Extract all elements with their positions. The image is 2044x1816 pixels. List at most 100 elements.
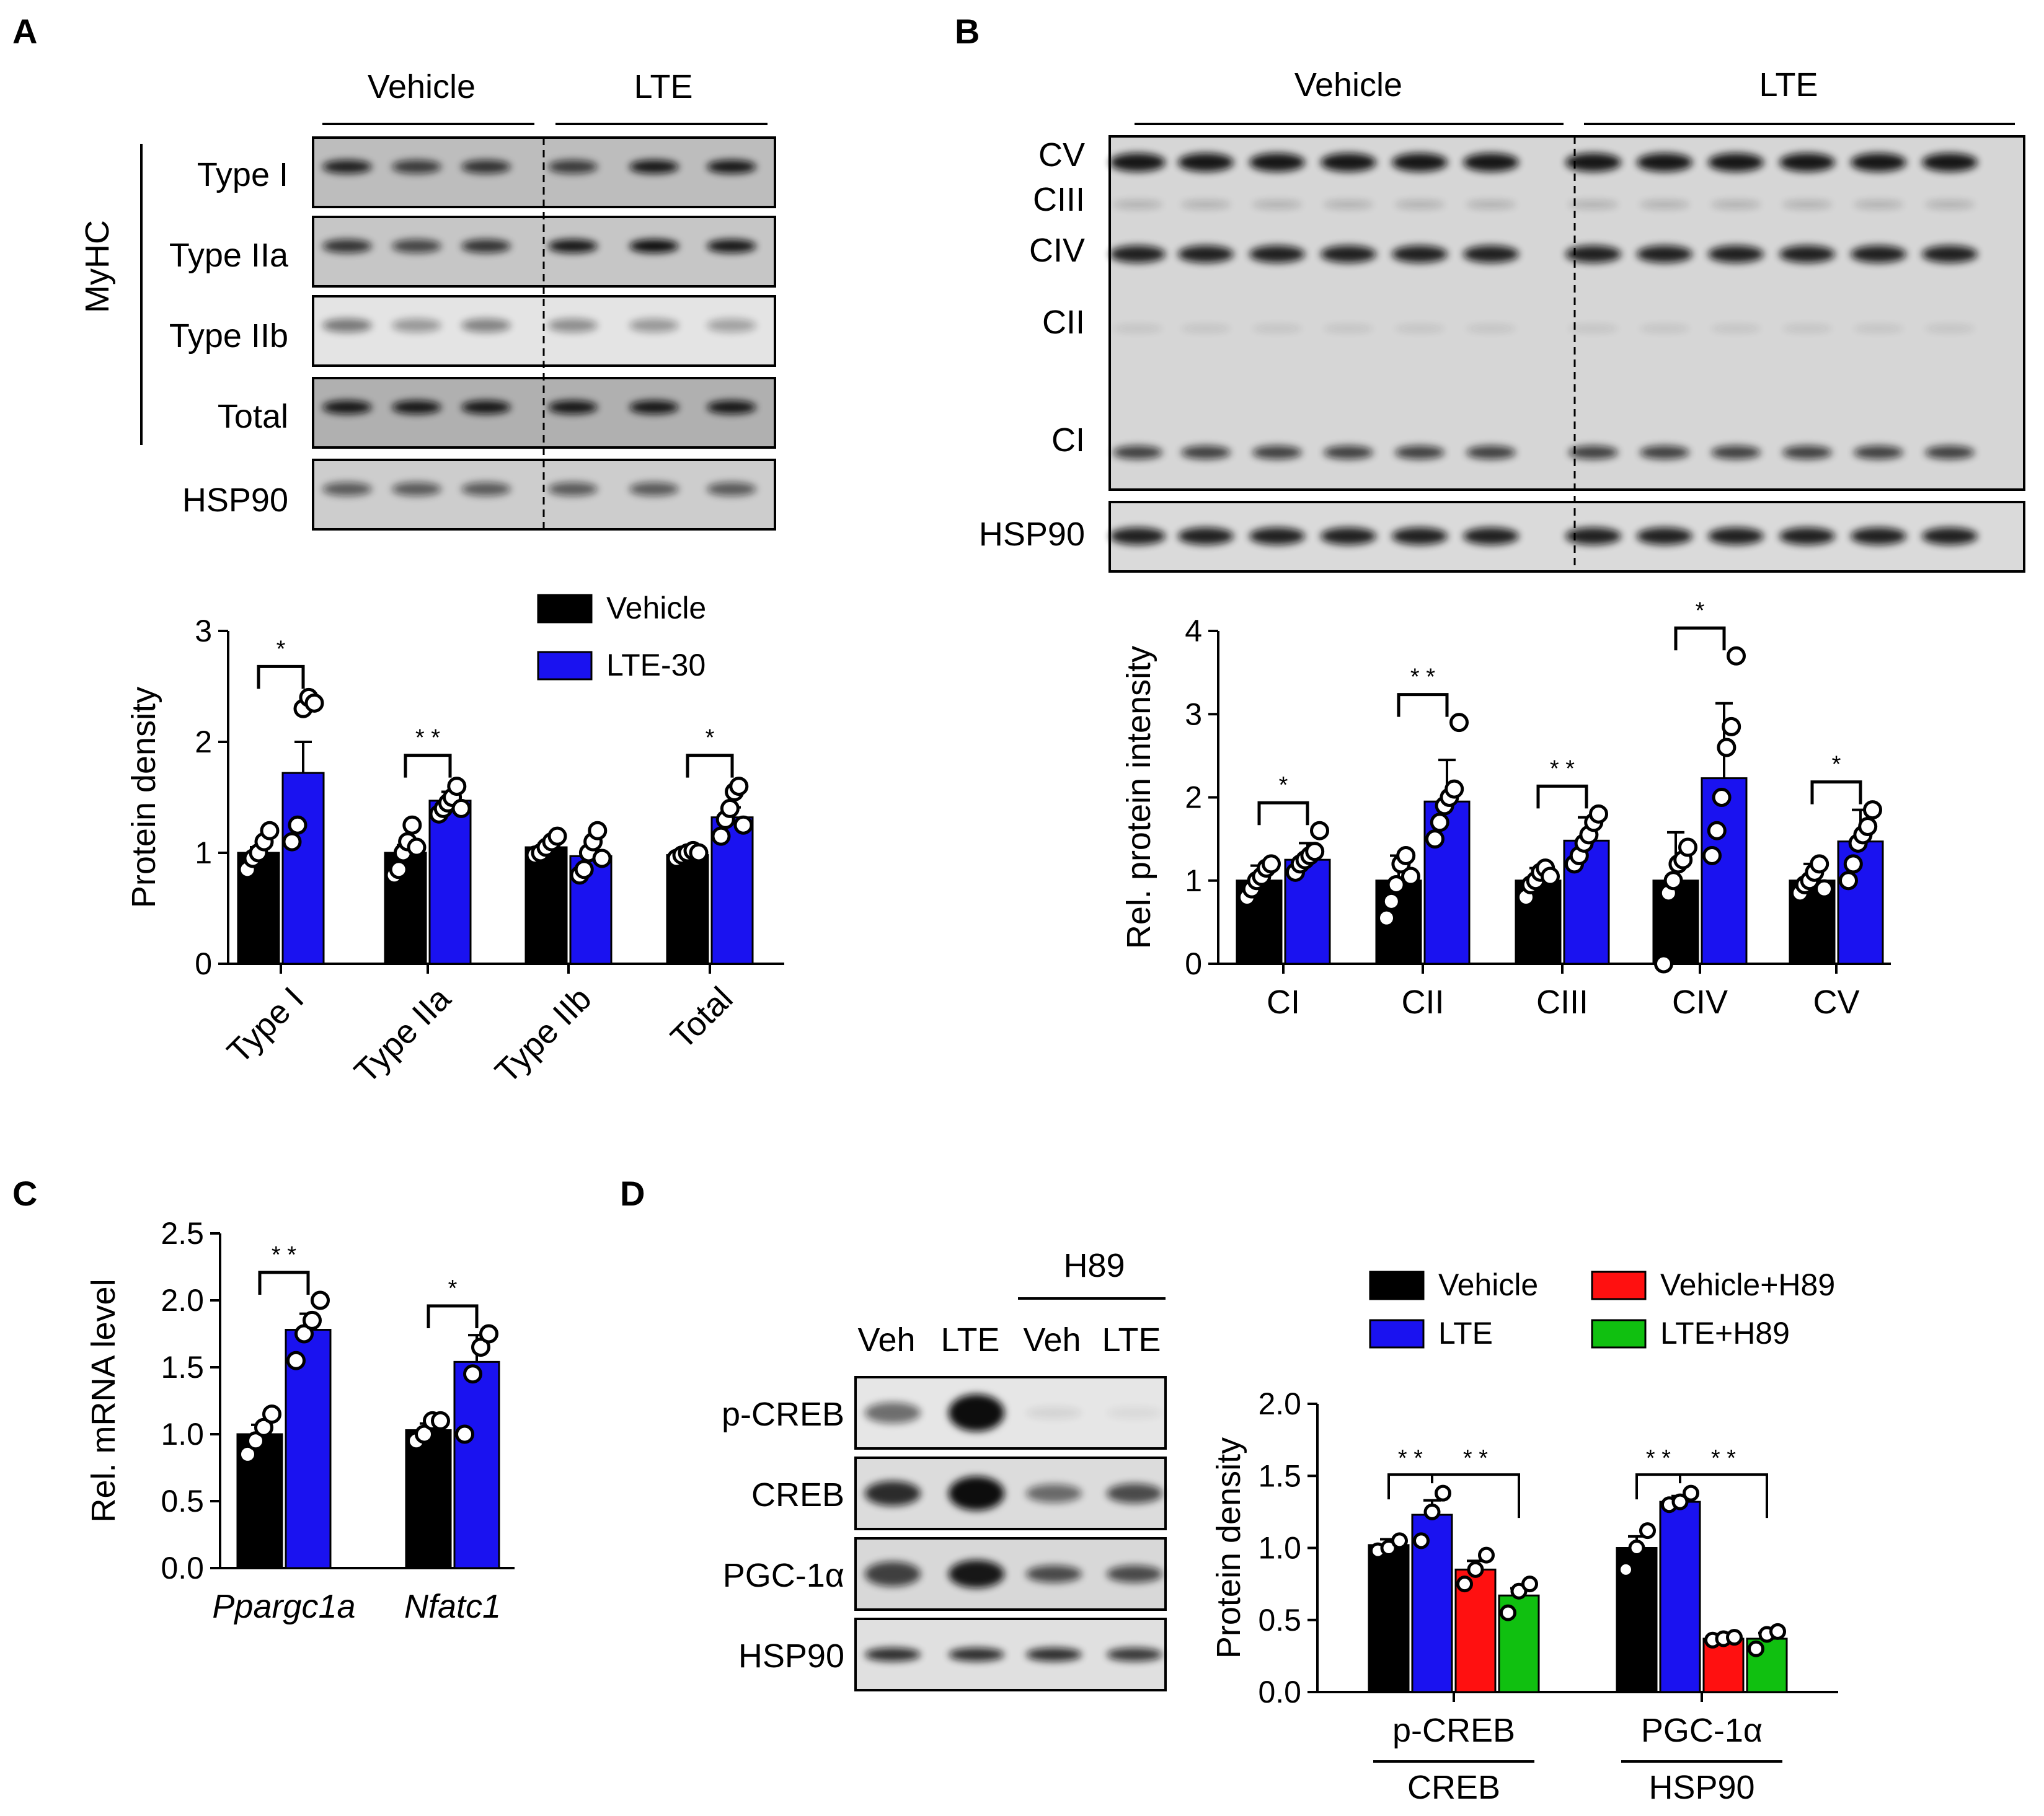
y-tick-label: 4: [1185, 614, 1202, 648]
blot-b-band-cv: [1637, 153, 1692, 172]
panel-a-row-type-iia: Type IIa: [169, 237, 289, 274]
data-point: [1702, 845, 1722, 865]
data-point: [1386, 875, 1406, 894]
panel-b-blot-strips: [1108, 135, 2025, 573]
x-category-label: CIV: [1672, 984, 1728, 1021]
blot-b-band-hsp90: [1565, 527, 1621, 545]
significance-bracket: [686, 754, 734, 778]
significance-bracket: [1810, 780, 1862, 804]
y-tick-label: 1: [1185, 863, 1202, 898]
blot-a-band: [548, 239, 598, 253]
significance-bracket: [258, 1271, 310, 1295]
panel-a-row-type-i: Type I: [197, 156, 288, 193]
panel-d-lane-3: Veh: [1023, 1321, 1081, 1359]
data-point: [689, 843, 709, 863]
data-point: [246, 1431, 265, 1451]
blot-b-band-cii: [1181, 325, 1231, 332]
y-tick-label: 2.0: [1258, 1386, 1301, 1421]
blot-b-band-ciii: [1854, 200, 1903, 209]
blot-b-band-hsp90: [1708, 527, 1764, 545]
blot-a-band: [322, 160, 372, 174]
blot-b-band-cv: [1463, 153, 1519, 172]
data-point: [1305, 842, 1325, 862]
data-point: [1478, 1546, 1495, 1564]
legend-swatch: [1369, 1319, 1425, 1349]
x-category-denominator: HSP90: [1648, 1769, 1754, 1806]
blot-b-strip-oxphos: [1108, 135, 2025, 491]
blot-a-band: [392, 400, 441, 415]
data-point: [1262, 854, 1281, 874]
data-point: [1654, 954, 1673, 974]
data-point: [1467, 1561, 1484, 1578]
blot-b-band-cii: [1782, 325, 1832, 332]
panel-a-group-lte: LTE: [634, 68, 692, 105]
data-point: [1671, 1493, 1689, 1510]
blot-a-strip: [312, 459, 776, 531]
y-tick-label: 3: [195, 614, 212, 648]
y-tick-label: 0: [195, 946, 212, 981]
blot-b-band-hsp90: [1637, 527, 1692, 545]
bar: [1368, 1544, 1410, 1693]
blot-d-band: [1107, 1406, 1162, 1419]
blot-d-band: [1026, 1647, 1082, 1662]
legend-label: LTE+H89: [1660, 1316, 1790, 1351]
panel-d-lane-2: LTE: [940, 1321, 999, 1359]
panel-d-blot: D H89 Veh LTE Veh LTE p-CREB CREB PGC-1α…: [620, 1174, 1167, 1691]
blot-b-band-ci: [1324, 446, 1373, 459]
significance-bracket: [257, 664, 305, 689]
x-category-label: Nfatc1: [404, 1588, 501, 1625]
blot-b-band-civ: [1392, 245, 1448, 263]
blot-b-band-cv: [1249, 153, 1305, 172]
data-point: [431, 1411, 450, 1430]
significance-bracket: [1432, 1473, 1520, 1518]
y-tick-label: 3: [1185, 697, 1202, 731]
blot-b-band-cii: [1711, 325, 1761, 332]
x-category-label: CI: [1267, 984, 1300, 1021]
significance-bracket: [1257, 801, 1309, 826]
panel-d-label: D: [620, 1174, 645, 1213]
panel-a-label: A: [12, 12, 37, 51]
blot-a-band: [548, 482, 598, 496]
panel-a-blot: A Vehicle LTE MyHC Type I Type IIa Type …: [12, 12, 776, 531]
blot-b-band-cv: [1178, 153, 1234, 172]
panel-d-row-creb: CREB: [751, 1476, 844, 1514]
bar: [1659, 1501, 1701, 1693]
data-point: [1430, 813, 1449, 832]
blot-a-band: [629, 400, 679, 415]
blot-b-band-civ: [1637, 245, 1692, 263]
data-point: [1663, 871, 1683, 891]
blot-d-band: [949, 1647, 1004, 1662]
significance-stars: * *: [1463, 1445, 1488, 1471]
blot-b-band-ci: [1854, 446, 1903, 459]
data-point: [1401, 866, 1420, 886]
blot-b-band-ciii: [1324, 200, 1373, 209]
data-point: [1748, 1640, 1764, 1657]
data-point: [1425, 829, 1445, 849]
data-point: [286, 1351, 306, 1370]
data-point: [733, 815, 753, 835]
x-category-denominator: CREB: [1407, 1769, 1500, 1806]
significance-bracket: [427, 1304, 479, 1328]
bar: [281, 772, 325, 965]
panel-a-group-vehicle: Vehicle: [368, 68, 476, 105]
data-point: [1456, 1576, 1473, 1593]
blot-a-band: [629, 239, 679, 253]
blot-a-band: [322, 319, 372, 333]
data-point: [1377, 908, 1396, 928]
blot-a-band: [322, 482, 372, 496]
panel-d-h89-label: H89: [1063, 1247, 1125, 1284]
y-axis-label: Rel. protein intensity: [1120, 646, 1157, 949]
significance-stars: *: [1279, 772, 1288, 798]
blot-b-band-civ: [1922, 245, 1978, 263]
data-point: [1413, 1532, 1430, 1549]
significance-stars: *: [277, 636, 286, 662]
data-point: [574, 860, 594, 879]
blot-b-band-ciii: [1568, 200, 1618, 209]
data-point: [1843, 854, 1863, 874]
panel-d-row-hsp90: HSP90: [738, 1637, 844, 1675]
data-point: [254, 1417, 273, 1437]
x-category-label: CIII: [1536, 984, 1588, 1021]
blot-b-band-civ: [1321, 245, 1376, 263]
blot-a-band: [392, 319, 441, 333]
blot-a-band: [322, 400, 372, 415]
